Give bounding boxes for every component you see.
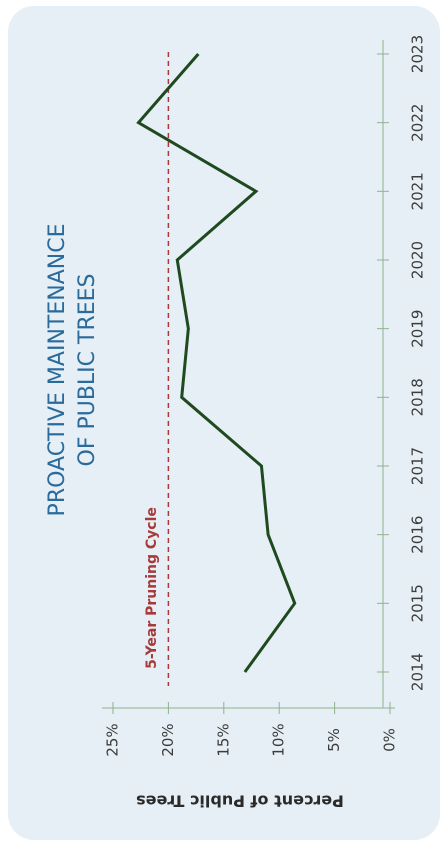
x-tick-label: 2014 xyxy=(409,653,427,691)
x-tick-label: 2017 xyxy=(409,447,427,485)
x-tick-label: 2021 xyxy=(409,172,427,210)
y-tick-label: 25% xyxy=(104,723,122,756)
x-tick-label: 2023 xyxy=(409,35,427,73)
chart-title: OF PUBLIC TREES xyxy=(75,273,100,466)
y-tick-label: 20% xyxy=(159,723,177,756)
data-line xyxy=(136,52,297,673)
y-tick-label: 10% xyxy=(270,723,288,756)
x-tick-label: 2019 xyxy=(409,310,427,348)
chart-title: PROACTIVE MAINTENANCE xyxy=(45,224,70,517)
x-tick-label: 2015 xyxy=(409,584,427,622)
y-tick-label: 0% xyxy=(381,728,399,752)
x-tick-label: 2018 xyxy=(409,378,427,416)
y-tick-label: 15% xyxy=(214,723,232,756)
x-tick-label: 2020 xyxy=(409,241,427,279)
y-tick-label: 5% xyxy=(325,728,343,752)
background xyxy=(8,6,440,840)
x-tick-label: 2022 xyxy=(409,104,427,142)
x-tick-label: 2016 xyxy=(409,516,427,554)
y-axis-label: Percent of Public Trees xyxy=(136,792,344,811)
reference-label: 5-Year Pruning Cycle xyxy=(144,507,160,669)
